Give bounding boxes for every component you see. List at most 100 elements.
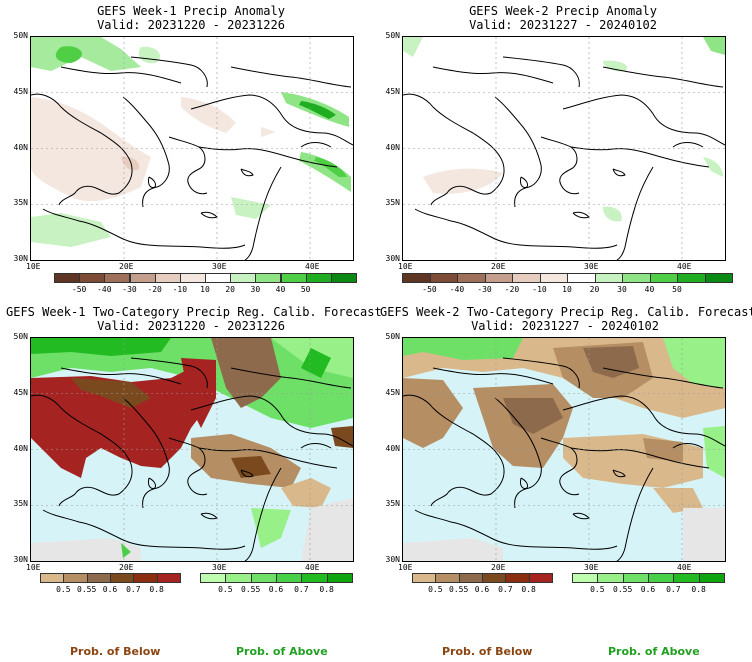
colorbar-label: 0.6 [102, 585, 118, 594]
lat-tick-label: 35N [385, 198, 400, 208]
colorbar-swatch [330, 273, 357, 283]
lat-tick-label: 30N [385, 254, 400, 263]
lon-tick-label: 20E [491, 563, 506, 572]
lat-tick-label: 50N [385, 332, 400, 341]
lat-tick-label: 40N [385, 443, 400, 453]
colorbar-swatch [205, 273, 232, 283]
colorbar-swatch [250, 573, 277, 583]
colorbar-label: 10 [200, 285, 210, 294]
colorbar-swatch [435, 573, 460, 583]
panel3-prob-above-label: Prob. of Above [236, 645, 328, 658]
lon-tick-label: 20E [491, 262, 506, 271]
panel4-above-colorbar: 0.5 0.55 0.6 0.7 0.8 [572, 573, 725, 597]
panel2-title: GEFS Week-2 Precip Anomaly [469, 4, 657, 18]
colorbar-label: -20 [504, 285, 520, 294]
colorbar-swatch [79, 273, 106, 283]
colorbar-label: -20 [147, 285, 162, 294]
colorbar-swatch [512, 273, 541, 283]
lon-tick-label: 10E [398, 262, 413, 271]
colorbar-label: 0.8 [319, 585, 334, 594]
colorbar-swatch [133, 573, 158, 583]
colorbar-label: 30 [250, 285, 261, 294]
colorbar-label: -30 [477, 285, 492, 294]
lon-tick-label: 20E [119, 262, 134, 271]
panel3-map-svg [31, 338, 353, 561]
colorbar-label: 10 [562, 285, 572, 294]
panel3-map [30, 337, 354, 562]
lat-tick-label: 30N [385, 555, 400, 564]
colorbar-swatch [86, 573, 111, 583]
lat-tick-label: 45N [385, 387, 400, 397]
colorbar-swatch [110, 573, 135, 583]
lat-tick-label: 50N [13, 31, 28, 40]
colorbar-swatch [154, 273, 181, 283]
colorbar-label: -50 [422, 285, 437, 294]
colorbar-label: 40 [275, 285, 286, 294]
lat-tick-label: 45N [385, 86, 400, 96]
colorbar-label: 0.55 [613, 585, 633, 594]
lat-tick-label: 35N [13, 198, 28, 208]
lon-tick-label: 30E [212, 563, 227, 572]
colorbar-label: 0.5 [428, 585, 443, 594]
panel2-map [402, 36, 726, 261]
colorbar-swatch [179, 273, 206, 283]
lon-tick-label: 40E [305, 563, 320, 572]
colorbar-label: 0.5 [218, 585, 233, 594]
lat-tick-label: 30N [13, 254, 28, 263]
lat-tick-label: 40N [13, 443, 28, 453]
colorbar-swatch [539, 273, 568, 283]
lat-tick-label: 45N [13, 387, 28, 397]
panel1-map [30, 36, 354, 261]
lon-tick-label: 40E [677, 563, 692, 572]
colorbar-swatch [301, 573, 328, 583]
colorbar-label: -10 [532, 285, 547, 294]
colorbar-swatch [54, 273, 81, 283]
colorbar-swatch [276, 573, 303, 583]
colorbar-swatch [429, 273, 458, 283]
panel3-below-colorbar: 0.5 0.55 0.6 0.7 0.8 [40, 573, 181, 597]
panel4-map-svg [403, 338, 725, 561]
colorbar-label: 0.7 [294, 585, 309, 594]
panel2-anomaly-colorbar: -50 -40 -30 -20 -10 10 20 30 40 50 [402, 273, 733, 297]
colorbar-swatch [649, 273, 678, 283]
colorbar-swatch [104, 273, 131, 283]
colorbar-label: -40 [97, 285, 112, 294]
colorbar-swatch [412, 573, 437, 583]
colorbar-label: 0.8 [149, 585, 164, 594]
colorbar-label: 0.8 [691, 585, 706, 594]
panel3-title: GEFS Week-1 Two-Category Precip Reg. Cal… [6, 305, 382, 319]
colorbar-swatch [402, 273, 431, 283]
colorbar-label: 50 [300, 285, 311, 294]
panel3-valid: Valid: 20231220 - 20231226 [97, 319, 285, 333]
colorbar-swatch [622, 573, 649, 583]
colorbar-label: 0.55 [449, 585, 469, 594]
colorbar-swatch [230, 273, 257, 283]
colorbar-label: 0.5 [56, 585, 71, 594]
colorbar-label: -50 [71, 285, 87, 294]
colorbar-label: 0.6 [640, 585, 656, 594]
panel4-prob-above-label: Prob. of Above [608, 645, 700, 658]
colorbar-swatch [648, 573, 675, 583]
colorbar-label: 0.55 [241, 585, 261, 594]
colorbar-swatch [704, 273, 733, 283]
lat-tick-label: 40N [385, 142, 400, 152]
colorbar-label: -10 [172, 285, 188, 294]
lat-tick-label: 30N [13, 555, 28, 564]
colorbar-swatch [200, 573, 227, 583]
panel4-below-colorbar: 0.5 0.55 0.6 0.7 0.8 [412, 573, 553, 597]
colorbar-label: 0.6 [474, 585, 490, 594]
panel4-valid: Valid: 20231227 - 20240102 [471, 319, 659, 333]
colorbar-swatch [305, 273, 332, 283]
panel4-title: GEFS Week-2 Two-Category Precip Reg. Cal… [380, 305, 752, 319]
lon-tick-label: 10E [26, 563, 41, 572]
colorbar-swatch [594, 273, 623, 283]
panel3-prob-below-label: Prob. of Below [70, 645, 161, 658]
colorbar-label: 0.7 [126, 585, 141, 594]
lon-tick-label: 30E [584, 563, 599, 572]
lon-tick-label: 30E [212, 262, 227, 271]
colorbar-swatch [129, 273, 156, 283]
colorbar-label: 0.7 [666, 585, 681, 594]
colorbar-swatch [156, 573, 181, 583]
panel2-map-svg [403, 37, 725, 260]
colorbar-swatch [280, 273, 307, 283]
